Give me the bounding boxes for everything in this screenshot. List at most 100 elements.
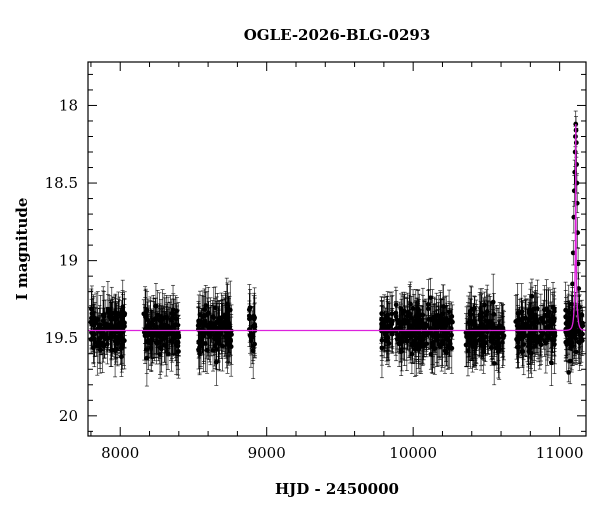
data-point: [207, 307, 213, 363]
data-point: [168, 295, 174, 345]
data-point: [408, 313, 413, 344]
data-point: [247, 293, 253, 343]
data-point: [164, 315, 170, 354]
data-point: [393, 301, 399, 332]
data-point: [212, 297, 218, 355]
data-point: [172, 322, 178, 354]
data-point: [534, 329, 540, 356]
data-point: [101, 299, 107, 334]
data-point: [217, 300, 222, 355]
data-point: [438, 292, 443, 340]
data-point: [150, 294, 156, 355]
data-point: [114, 304, 120, 333]
data-point: [414, 297, 420, 333]
observation-points: [88, 110, 586, 387]
data-point: [482, 291, 488, 319]
data-point: [549, 314, 555, 366]
x-tick-label: 11000: [536, 444, 584, 462]
model-line: [88, 124, 586, 332]
data-point: [441, 284, 446, 329]
y-tick-label: 20: [59, 407, 78, 425]
data-point: [227, 302, 232, 353]
data-point: [439, 317, 445, 372]
data-point: [418, 305, 424, 342]
y-tick-label: 18.5: [45, 174, 78, 192]
data-point: [384, 308, 390, 365]
data-point: [551, 295, 557, 347]
data-point: [204, 326, 210, 374]
data-point: [535, 296, 540, 349]
data-point: [201, 316, 206, 351]
data-point: [573, 307, 579, 340]
data-point: [251, 292, 257, 345]
data-point: [540, 303, 546, 340]
data-point: [143, 290, 148, 344]
data-point: [572, 292, 578, 347]
data-point: [499, 303, 505, 354]
data-point: [98, 295, 103, 355]
data-point: [529, 296, 534, 339]
x-tick-label: 8000: [101, 444, 139, 462]
data-point: [517, 314, 523, 359]
data-point: [501, 311, 507, 361]
x-tick-label: 9000: [248, 444, 286, 462]
data-point: [431, 298, 437, 336]
data-point: [379, 305, 384, 334]
data-point: [570, 272, 575, 296]
data-point: [404, 306, 410, 340]
model-curve: [88, 124, 586, 332]
data-point: [101, 313, 107, 359]
data-point: [568, 307, 574, 333]
data-point: [471, 295, 477, 322]
data-point: [472, 316, 477, 359]
data-point: [576, 272, 582, 305]
data-point: [491, 293, 497, 336]
data-point: [545, 289, 551, 342]
data-point: [476, 324, 482, 357]
x-tick-label: 10000: [389, 444, 437, 462]
data-point: [399, 298, 404, 350]
data-point: [548, 305, 554, 362]
data-point: [526, 312, 531, 372]
data-point: [214, 293, 220, 351]
axis-ticks: [88, 62, 586, 436]
chart-title: OGLE-2026-BLG-0293: [244, 26, 431, 44]
data-point: [541, 317, 547, 350]
data-point: [389, 296, 394, 348]
data-point: [157, 308, 163, 359]
data-point: [563, 281, 569, 339]
data-point: [145, 323, 151, 359]
data-point: [580, 310, 586, 342]
data-point: [569, 291, 575, 317]
data-point: [155, 290, 161, 341]
y-tick-label: 19.5: [45, 329, 78, 347]
data-point: [158, 305, 164, 347]
data-point: [490, 273, 496, 331]
data-point: [465, 302, 471, 363]
y-axis-label: I magnitude: [13, 198, 31, 301]
data-point: [551, 314, 557, 374]
data-point: [224, 319, 230, 369]
plot-frame: [87, 61, 587, 437]
data-point: [433, 306, 439, 342]
data-point: [481, 328, 487, 366]
data-point: [379, 315, 385, 366]
data-point: [443, 316, 449, 362]
data-point: [450, 304, 455, 340]
data-point: [484, 301, 490, 354]
data-point: [570, 240, 576, 266]
data-point: [175, 302, 181, 363]
data-point: [389, 291, 395, 336]
data-point: [426, 289, 432, 350]
y-tick-label: 18: [59, 96, 78, 114]
data-point: [213, 324, 219, 352]
y-tick-label: 19: [59, 252, 78, 270]
data-point: [386, 302, 392, 351]
x-axis-label: HJD - 2450000: [275, 480, 399, 498]
data-point: [566, 362, 572, 383]
data-point: [478, 294, 484, 334]
data-point: [429, 313, 435, 374]
data-point: [143, 288, 149, 336]
axis-tick-labels: 8000 9000 10000 11000 18 18.5 19 19.5 20: [45, 96, 584, 462]
